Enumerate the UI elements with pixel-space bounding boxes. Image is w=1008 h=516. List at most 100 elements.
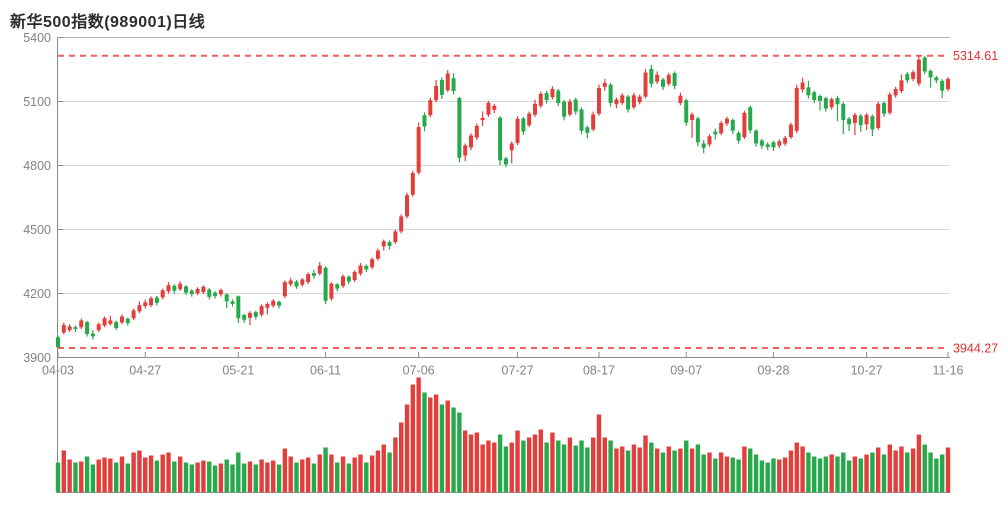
candle-body [695,118,700,143]
volume-bar [300,459,305,493]
volume-bar [399,422,404,493]
volume-bar [806,452,811,493]
candle-body [602,82,607,87]
candle-body [788,124,793,138]
volume-bar [265,462,270,493]
volume-bar [148,455,154,493]
candle-body [282,282,287,297]
x-tick-label: 07-27 [502,364,534,378]
candle-body [457,98,462,158]
volume-bar [387,452,392,493]
volume-bar [777,459,782,493]
volume-bar [509,442,514,493]
volume-bar [748,448,753,493]
candle-body [626,96,631,110]
volume-bar [160,454,165,493]
grid-lines [57,101,950,294]
candle-body [247,312,252,318]
volume-bar [79,461,84,493]
candle-body [207,289,212,297]
candle-body [585,127,590,133]
volume-bar [137,450,142,493]
volume-bar [905,452,910,493]
candle-body [486,102,491,115]
candle-body [498,117,503,161]
volume-bar [771,458,776,493]
volume-bar [701,454,706,493]
candle-body [317,265,322,274]
candle-body [666,74,671,84]
candle-body [503,158,508,165]
candle-body [56,337,60,348]
volume-bar [544,442,549,493]
candle-body [166,285,171,292]
candle-body [614,99,619,105]
volume-bar [271,460,276,493]
volume-bar [742,446,747,493]
volume-bar [608,440,613,493]
candle-body [323,267,328,301]
candle-body [102,318,107,326]
volume-bar [241,463,247,493]
volume-bar [666,446,671,493]
volume-bar [474,432,480,493]
volume-bar [753,454,759,493]
chart-title: 新华500指数(989001)日线 [10,14,206,31]
candle-body [544,93,549,101]
candle-body [154,297,159,303]
volume-bar [375,450,381,493]
candle-body [346,276,351,282]
candle-body [660,79,665,87]
candle-body [701,143,706,148]
candle-body [573,99,578,112]
candle-body [178,283,183,290]
candle-body [899,80,904,92]
candle-body [399,216,404,232]
candle-body [230,301,235,304]
volume-bar [870,452,875,493]
volume-bar [364,462,369,493]
volume-bar [602,437,607,493]
candle-body [416,127,421,173]
volume-bar [311,463,317,493]
candle-body [754,130,759,144]
volume-bar [492,442,497,493]
volume-bar [561,444,567,493]
volume-bar [451,407,456,493]
volume-bar [445,400,450,493]
candle-body [242,315,247,320]
volume-bar [875,447,881,493]
volume-bar [585,447,590,493]
volume-bar [335,462,340,493]
candle-body [864,114,869,125]
candle-body [119,316,124,323]
volume-bar [189,464,194,493]
candle-body [823,98,828,109]
candle-body [783,137,788,144]
volume-bar [480,444,485,493]
candle-body [183,286,188,293]
volume-bar [282,448,288,493]
volume-bar [468,434,474,493]
candle-body [916,59,921,84]
candle-body [806,87,811,96]
candle-body [375,250,380,259]
volume-bar [567,437,573,493]
candle-body [684,100,689,123]
candle-body [85,322,90,335]
candle-body [608,84,613,103]
candle-body [596,88,601,114]
volume-bar [631,444,637,493]
candle-body [730,120,735,131]
candle-body [61,325,66,333]
candle-body [742,112,747,138]
volume-bar [236,452,241,493]
candle-body [253,312,258,317]
candle-body [125,318,130,323]
volume-bar [841,452,846,493]
volume-bar [428,397,433,493]
volume-bar [422,392,427,493]
candle-body [759,140,764,146]
volume-bar [881,454,887,493]
volume-bar [707,452,712,493]
